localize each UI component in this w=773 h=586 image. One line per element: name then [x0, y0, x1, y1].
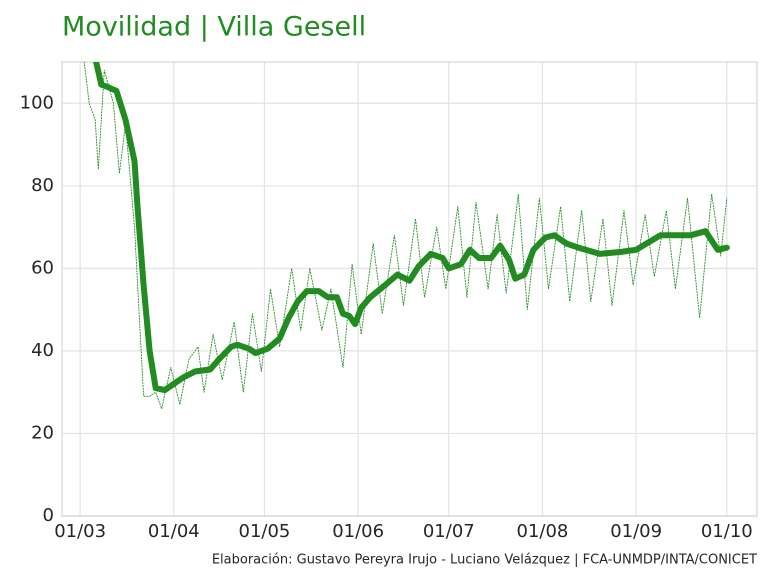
daily-line — [83, 62, 728, 410]
x-tick-label: 01/07 — [423, 521, 475, 542]
y-tick-label: 40 — [31, 340, 54, 361]
smoothed-line — [93, 62, 730, 394]
plot-frame — [61, 61, 758, 517]
y-tick-label: 60 — [31, 257, 54, 278]
y-tick-label: 80 — [31, 175, 54, 196]
x-tick-label: 01/10 — [701, 521, 753, 542]
x-tick-label: 01/08 — [517, 521, 569, 542]
y-tick-label: 0 — [43, 505, 54, 526]
x-tick-label: 01/03 — [54, 521, 106, 542]
x-tick-label: 01/04 — [148, 521, 200, 542]
chart-title: Movilidad | Villa Gesell — [62, 12, 366, 43]
caption: Elaboración: Gustavo Pereyra Irujo - Luc… — [212, 553, 757, 568]
plot-area — [83, 62, 730, 410]
x-tick-label: 01/06 — [332, 521, 384, 542]
x-tick-label: 01/09 — [610, 521, 662, 542]
y-tick-label: 100 — [20, 92, 54, 113]
y-tick-label: 20 — [31, 422, 54, 443]
grid — [62, 62, 757, 517]
x-tick-label: 01/05 — [239, 521, 291, 542]
